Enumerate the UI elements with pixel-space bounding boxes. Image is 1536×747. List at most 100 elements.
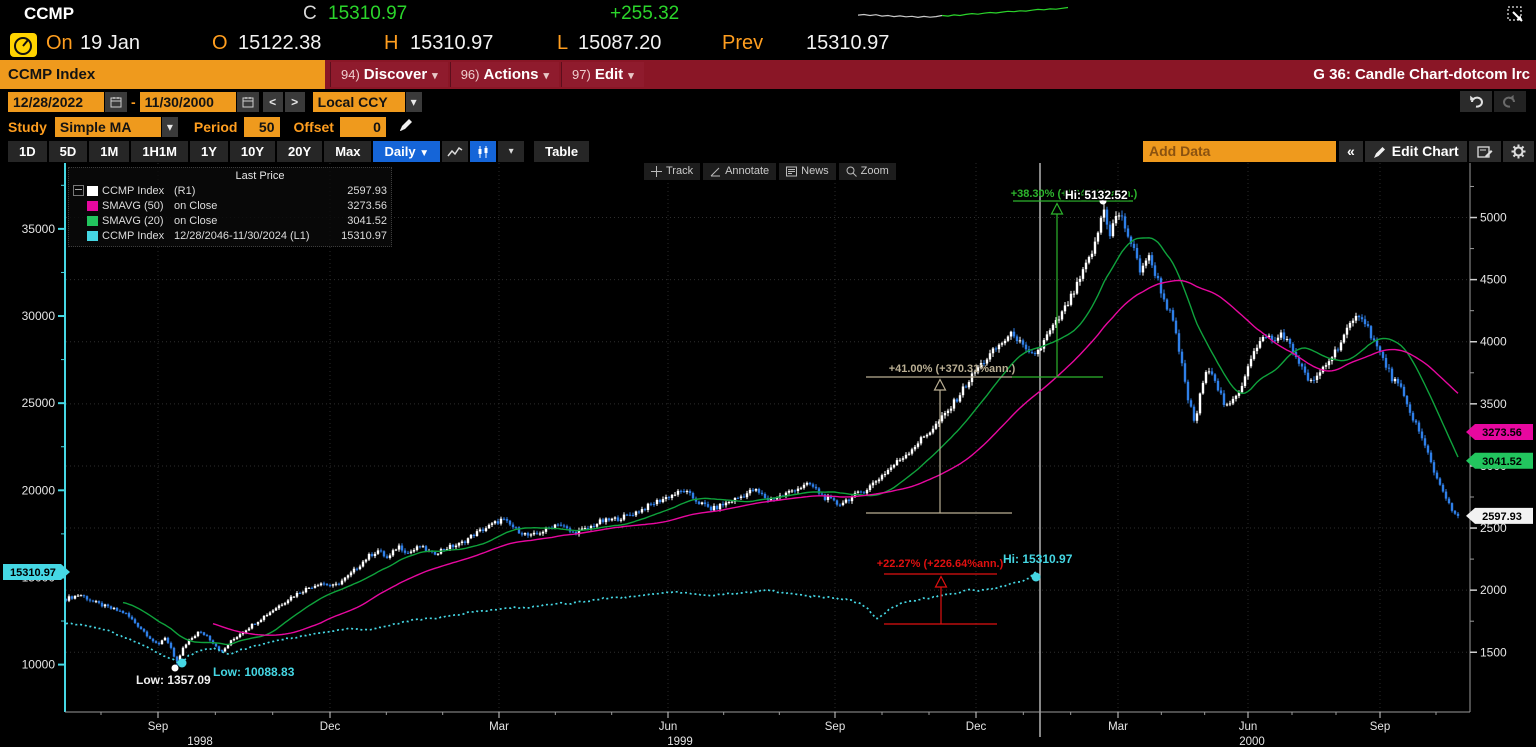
axis-price-badges: 3273.56 3041.52 2597.93 15310.97 xyxy=(3,423,1533,581)
series-detail: (R1) xyxy=(174,184,196,197)
series-color-chip xyxy=(87,185,98,196)
gear-icon[interactable] xyxy=(1502,141,1534,162)
svg-text:5000: 5000 xyxy=(1480,211,1507,225)
date-from-input[interactable]: 12/28/2022 xyxy=(8,92,104,112)
offset-input[interactable]: 0 xyxy=(339,117,386,137)
svg-text:Low: 1357.09: Low: 1357.09 xyxy=(136,673,211,687)
tab-1y[interactable]: 1Y xyxy=(190,141,228,162)
table-button[interactable]: Table xyxy=(534,141,590,162)
prev-period-button[interactable]: < xyxy=(262,92,283,112)
series-value: 3041.52 xyxy=(347,214,387,227)
chevron-down-icon[interactable]: ▾ xyxy=(405,92,422,112)
calendar-icon[interactable] xyxy=(105,92,127,112)
tab-1m[interactable]: 1M xyxy=(89,141,130,162)
tab-5d[interactable]: 5D xyxy=(48,141,88,162)
menu-discover[interactable]: 94) Discover ▾ xyxy=(330,62,448,87)
legend-row-ccmp-l1[interactable]: CCMP Index 12/28/2046-11/30/2024 (L1) 15… xyxy=(73,228,387,243)
svg-text:Hi: 5132.52: Hi: 5132.52 xyxy=(1065,188,1128,202)
chart-legend: Last Price CCMP Index (R1) 2597.93 SMAVG… xyxy=(68,167,392,247)
calendar-icon[interactable] xyxy=(236,92,259,112)
close-label: C xyxy=(303,3,317,24)
high-value: 15310.97 xyxy=(410,32,494,54)
annotation-note-icon[interactable] xyxy=(1468,141,1501,162)
svg-text:3500: 3500 xyxy=(1480,397,1507,411)
track-button[interactable]: Track xyxy=(644,163,701,180)
date-separator: - xyxy=(131,94,136,110)
svg-text:2597.93: 2597.93 xyxy=(1482,511,1522,523)
svg-text:2000: 2000 xyxy=(1480,583,1507,597)
series-detail: on Close xyxy=(174,199,218,212)
annotate-button[interactable]: Annotate xyxy=(703,163,777,180)
tab-10y[interactable]: 10Y xyxy=(229,141,276,162)
svg-text:1998: 1998 xyxy=(187,736,213,747)
svg-text:3041.52: 3041.52 xyxy=(1482,456,1522,468)
legend-row-ccmp-r1[interactable]: CCMP Index (R1) 2597.93 xyxy=(73,183,387,198)
svg-text:Hi: 15310.97: Hi: 15310.97 xyxy=(1003,552,1073,566)
svg-text:25000: 25000 xyxy=(22,396,56,410)
tab-1d[interactable]: 1D xyxy=(8,141,47,162)
collapse-panel-button[interactable]: « xyxy=(1339,141,1363,162)
svg-text:Sep: Sep xyxy=(825,721,845,733)
tab-1h1m[interactable]: 1H1M xyxy=(131,141,188,162)
svg-text:Dec: Dec xyxy=(320,721,341,733)
series-detail: 12/28/2046-11/30/2024 (L1) xyxy=(174,229,310,242)
intraday-sparkline xyxy=(858,6,1069,19)
redo-button[interactable] xyxy=(1494,91,1526,112)
frequency-select[interactable]: Daily ▼ xyxy=(373,141,441,162)
series-color-chip xyxy=(87,230,98,241)
svg-text:Mar: Mar xyxy=(489,721,509,733)
chart-type-dropdown[interactable]: ▾ xyxy=(498,141,525,162)
undo-button[interactable] xyxy=(1460,91,1492,112)
candle-chart-canvas[interactable]: +41.00% (+370.31%ann.) +38.30% (+594.51%a… xyxy=(0,163,1536,747)
menu-actions[interactable]: 96) Actions ▾ xyxy=(449,62,560,87)
svg-text:30000: 30000 xyxy=(22,309,56,323)
legend-header: Last Price xyxy=(235,170,285,182)
menu-actions-key: 96) xyxy=(460,67,480,82)
hi-low-markers: Hi: 5132.52 Hi: 15310.97 Low: 1357.09Low: … xyxy=(136,187,1130,688)
period-input[interactable]: 50 xyxy=(243,117,280,137)
candle-chart-icon[interactable] xyxy=(470,141,497,162)
svg-text:Mar: Mar xyxy=(1108,721,1128,733)
ticker-symbol: CCMP xyxy=(24,4,75,23)
menu-actions-label: Actions xyxy=(483,66,539,83)
legend-row-smavg50[interactable]: SMAVG (50) on Close 3273.56 xyxy=(73,198,387,213)
date-range-row: 12/28/2022 - 11/30/2000 < > Local CCY ▾ xyxy=(0,89,1536,115)
axes: 1000015000200002500030000350001500200025… xyxy=(22,163,1507,747)
next-period-button[interactable]: > xyxy=(284,92,305,112)
menu-edit[interactable]: 97) Edit ▾ xyxy=(561,62,644,87)
tree-expander-icon[interactable] xyxy=(73,185,84,196)
security-input[interactable]: CCMP Index xyxy=(0,60,325,89)
menu-discover-key: 94) xyxy=(341,67,360,82)
menu-discover-label: Discover xyxy=(363,66,428,83)
series-detail: on Close xyxy=(174,214,218,227)
line-chart-icon[interactable] xyxy=(442,141,469,162)
tab-20y[interactable]: 20Y xyxy=(277,141,323,162)
offset-ccmp-line xyxy=(65,571,1037,665)
news-button[interactable]: News xyxy=(779,163,836,180)
svg-text:Low: 10088.83: Low: 10088.83 xyxy=(213,665,295,679)
low-value: 15087.20 xyxy=(578,32,662,54)
series-color-chip xyxy=(87,200,98,211)
pencil-icon[interactable] xyxy=(398,117,414,138)
chart-plot-area[interactable] xyxy=(65,163,1470,712)
svg-text:4500: 4500 xyxy=(1480,273,1507,287)
series-name: SMAVG (50) xyxy=(102,199,164,212)
date-to-input[interactable]: 11/30/2000 xyxy=(139,92,236,112)
quote-bar: CCMP C 15310.97 +255.32 xyxy=(0,0,1536,30)
open-value: 15122.38 xyxy=(238,32,322,54)
legend-row-smavg20[interactable]: SMAVG (20) on Close 3041.52 xyxy=(73,213,387,228)
chevron-down-icon[interactable]: ▾ xyxy=(161,117,178,137)
zoom-button[interactable]: Zoom xyxy=(838,163,896,180)
smavg20-line xyxy=(122,237,1459,646)
svg-text:Dec: Dec xyxy=(966,721,987,733)
price-change: +255.32 xyxy=(610,3,680,24)
svg-text:+22.27% (+226.64%ann.): +22.27% (+226.64%ann.) xyxy=(877,558,1004,570)
tab-max[interactable]: Max xyxy=(324,141,372,162)
edit-chart-button[interactable]: Edit Chart xyxy=(1364,141,1467,162)
pop-out-icon[interactable] xyxy=(1506,5,1526,25)
svg-text:2000: 2000 xyxy=(1239,736,1265,747)
study-select[interactable]: Simple MA xyxy=(54,117,161,137)
currency-select[interactable]: Local CCY xyxy=(312,92,405,112)
add-data-input[interactable]: Add Data xyxy=(1143,141,1336,162)
